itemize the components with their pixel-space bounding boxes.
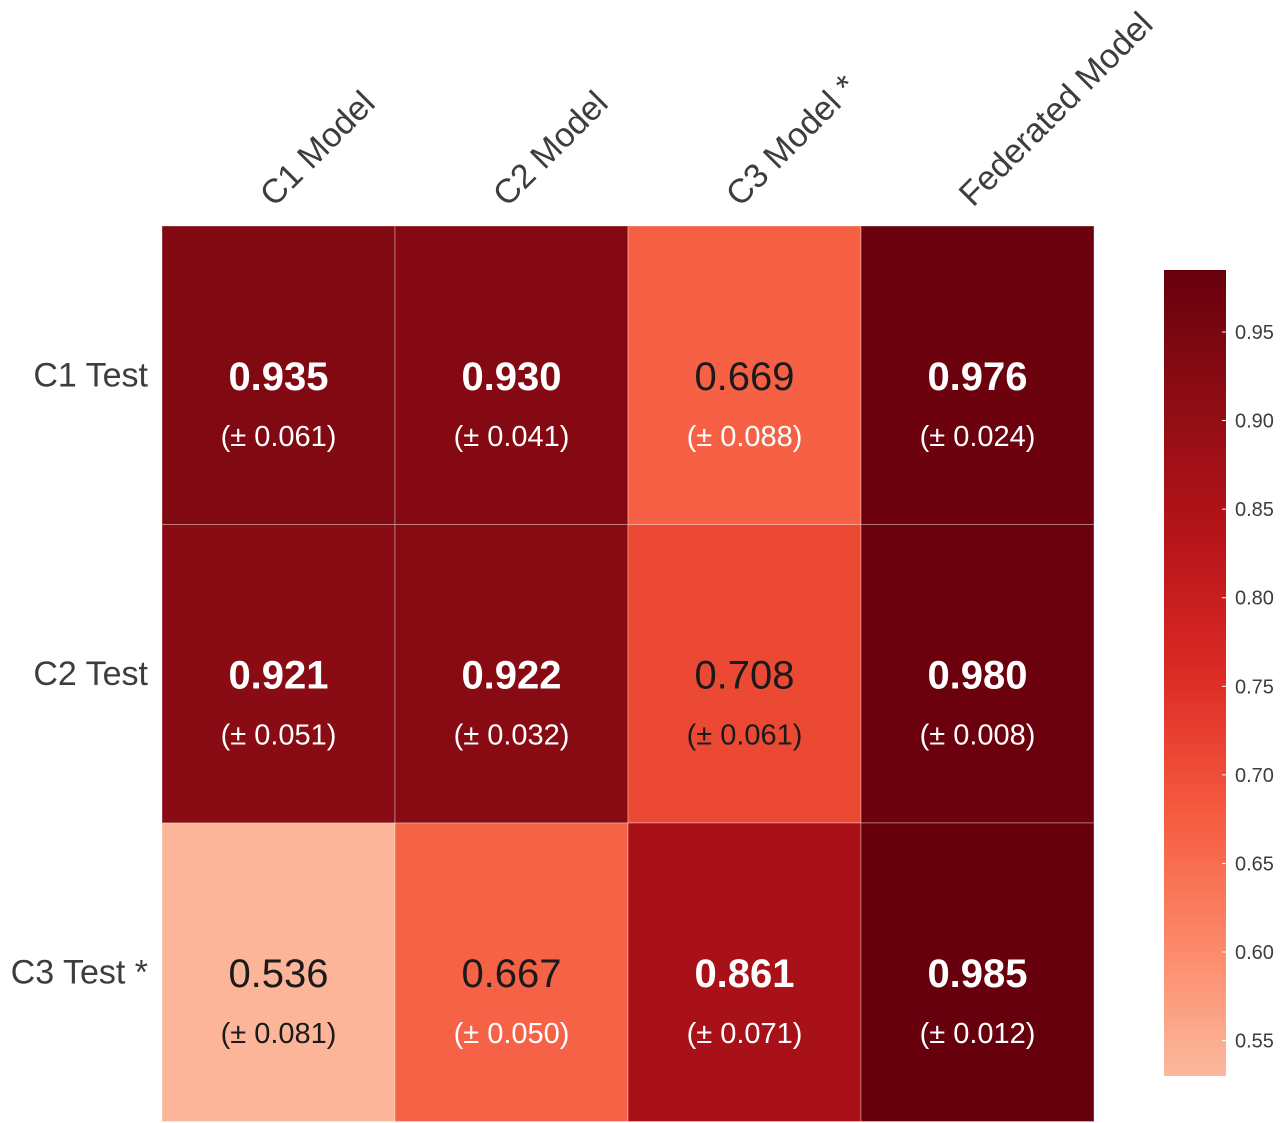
colorbar-tick-label: 0.95 [1235,322,1274,344]
cell-value-label: 0.667 [461,952,561,996]
row-headers: C1 Test C2 Test C3 Test * [11,356,149,991]
column-header: C3 Model * [719,68,865,214]
cell-value-label: 0.985 [927,952,1027,996]
cell-rect [860,225,1095,525]
heatmap-cell: 0.985 (± 0.012) [860,822,1095,1122]
column-headers: C1 Model C2 Model C3 Model * Federated Mode… [253,5,1161,214]
row-header: C3 Test * [11,953,148,991]
colorbar-gradient [1164,270,1226,1076]
cell-error-label: (± 0.061) [687,720,803,752]
colorbar: 0.55 0.60 0.65 0.70 0.75 0.80 0.85 0.90 0.95 [1164,270,1274,1076]
cell-error-label: (± 0.051) [221,720,337,752]
row-header: C2 Test [33,655,148,693]
colorbar-tick-label: 0.70 [1235,765,1274,787]
colorbar-tick-label: 0.65 [1235,853,1274,875]
cell-rect [627,524,862,824]
cell-value-label: 0.536 [228,952,328,996]
cell-rect [394,225,629,525]
cell-value-label: 0.935 [228,355,328,399]
cell-error-label: (± 0.012) [920,1018,1036,1050]
heatmap-cell: 0.708 (± 0.061) [627,524,862,824]
cell-value-label: 0.921 [228,654,328,698]
cell-rect [161,822,396,1122]
colorbar-tick-label: 0.60 [1235,942,1274,964]
cell-error-label: (± 0.032) [454,720,570,752]
colorbar-ticks: 0.55 0.60 0.65 0.70 0.75 0.80 0.85 0.90 0.95 [1222,322,1274,1053]
cell-rect [161,524,396,824]
cell-value-label: 0.669 [694,355,794,399]
cell-error-label: (± 0.008) [920,720,1036,752]
heatmap-cell: 0.976 (± 0.024) [860,225,1095,525]
heatmap-cell: 0.667 (± 0.050) [394,822,629,1122]
cell-value-label: 0.708 [694,654,794,698]
heatmap-cell: 0.669 (± 0.088) [627,225,862,525]
colorbar-tick-label: 0.75 [1235,676,1274,698]
cell-value-label: 0.980 [927,654,1027,698]
heatmap-cell: 0.980 (± 0.008) [860,524,1095,824]
cell-rect [860,524,1095,824]
row-header: C1 Test [33,356,148,394]
colorbar-tick-label: 0.55 [1235,1031,1274,1053]
cell-value-label: 0.861 [694,952,794,996]
cell-rect [394,822,629,1122]
column-header: Federated Model [952,5,1161,214]
cell-value-label: 0.976 [927,355,1027,399]
colorbar-tick-label: 0.80 [1235,588,1274,610]
cell-rect [860,822,1095,1122]
cell-error-label: (± 0.071) [687,1018,803,1050]
heatmap-cell: 0.935 (± 0.061) [161,225,396,525]
heatmap-cell: 0.921 (± 0.051) [161,524,396,824]
cell-error-label: (± 0.088) [687,421,803,453]
cell-rect [627,225,862,525]
cell-value-label: 0.922 [461,654,561,698]
heatmap-cell: 0.922 (± 0.032) [394,524,629,824]
heatmap-cells: 0.935 (± 0.061) 0.930 (± 0.041) 0.669 (± 0.08… [161,225,1095,1122]
column-header: C2 Model [486,84,616,214]
heatmap-cell: 0.930 (± 0.041) [394,225,629,525]
cell-error-label: (± 0.041) [454,421,570,453]
cell-error-label: (± 0.061) [221,421,337,453]
colorbar-tick-label: 0.90 [1235,411,1274,433]
cell-rect [161,225,396,525]
column-header: C1 Model [253,84,383,214]
cell-rect [394,524,629,824]
cell-error-label: (± 0.081) [221,1018,337,1050]
colorbar-tick-label: 0.85 [1235,499,1274,521]
heatmap-cell: 0.536 (± 0.081) [161,822,396,1122]
heatmap-cell: 0.861 (± 0.071) [627,822,862,1122]
cell-value-label: 0.930 [461,355,561,399]
cell-error-label: (± 0.024) [920,421,1036,453]
cell-error-label: (± 0.050) [454,1018,570,1050]
